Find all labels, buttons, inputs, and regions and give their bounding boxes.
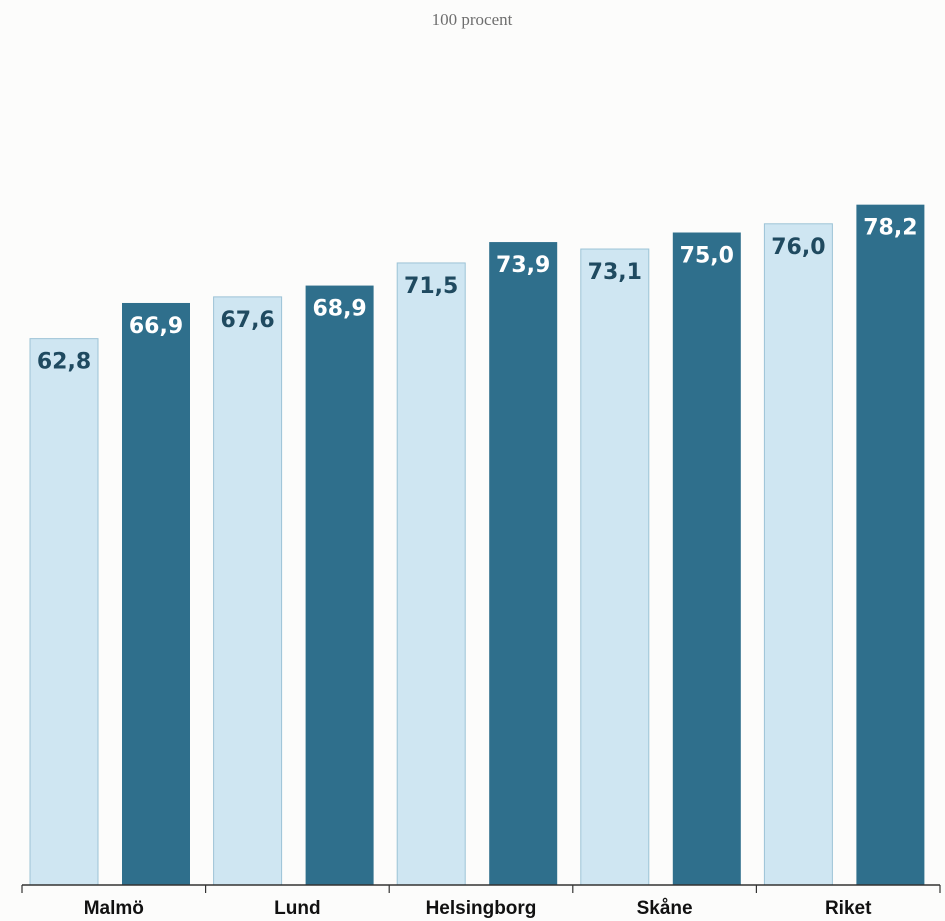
bar-malmö-s2: [122, 302, 190, 886]
category-labels-group: Malmö Lund Helsingborg Skåne Riket: [84, 898, 872, 919]
x-axis-ticks: [21, 885, 941, 893]
category-label-riket: Riket: [825, 898, 872, 919]
bar-malmö-s1: [29, 338, 99, 886]
category-label-lund: Lund: [274, 898, 320, 919]
value-label-helsingborg-s1: 71,5: [404, 274, 458, 299]
bar-lund-s2: [305, 285, 374, 885]
bar-helsingborg-s1: [396, 262, 466, 886]
category-label-skåne: Skåne: [637, 898, 693, 919]
value-label-helsingborg-s2: 73,9: [496, 253, 550, 278]
value-label-malmö-s1: 62,8: [37, 350, 91, 375]
bar-skåne-s2: [672, 232, 741, 885]
bars-group: [29, 204, 925, 886]
value-label-riket-s1: 76,0: [771, 235, 825, 260]
value-labels-group: 62,8 66,9 67,6 68,9 71,5 73,9 73,1 75,0 76,0 78,2: [37, 216, 918, 375]
value-label-lund-s1: 67,6: [220, 308, 274, 333]
category-label-helsingborg: Helsingborg: [426, 898, 537, 919]
value-label-lund-s2: 68,9: [312, 297, 366, 322]
value-label-malmö-s2: 66,9: [129, 314, 183, 339]
bar-helsingborg-s2: [489, 242, 558, 885]
value-label-skåne-s2: 75,0: [680, 244, 734, 269]
value-label-skåne-s1: 73,1: [588, 260, 642, 285]
bar-lund-s1: [213, 296, 283, 886]
value-label-riket-s2: 78,2: [863, 216, 917, 241]
bar-riket-s2: [856, 204, 925, 885]
category-label-malmö: Malmö: [84, 898, 144, 919]
top-axis-label: 100 procent: [432, 10, 513, 29]
bar-skåne-s1: [580, 248, 650, 886]
bar-riket-s1: [763, 223, 833, 886]
